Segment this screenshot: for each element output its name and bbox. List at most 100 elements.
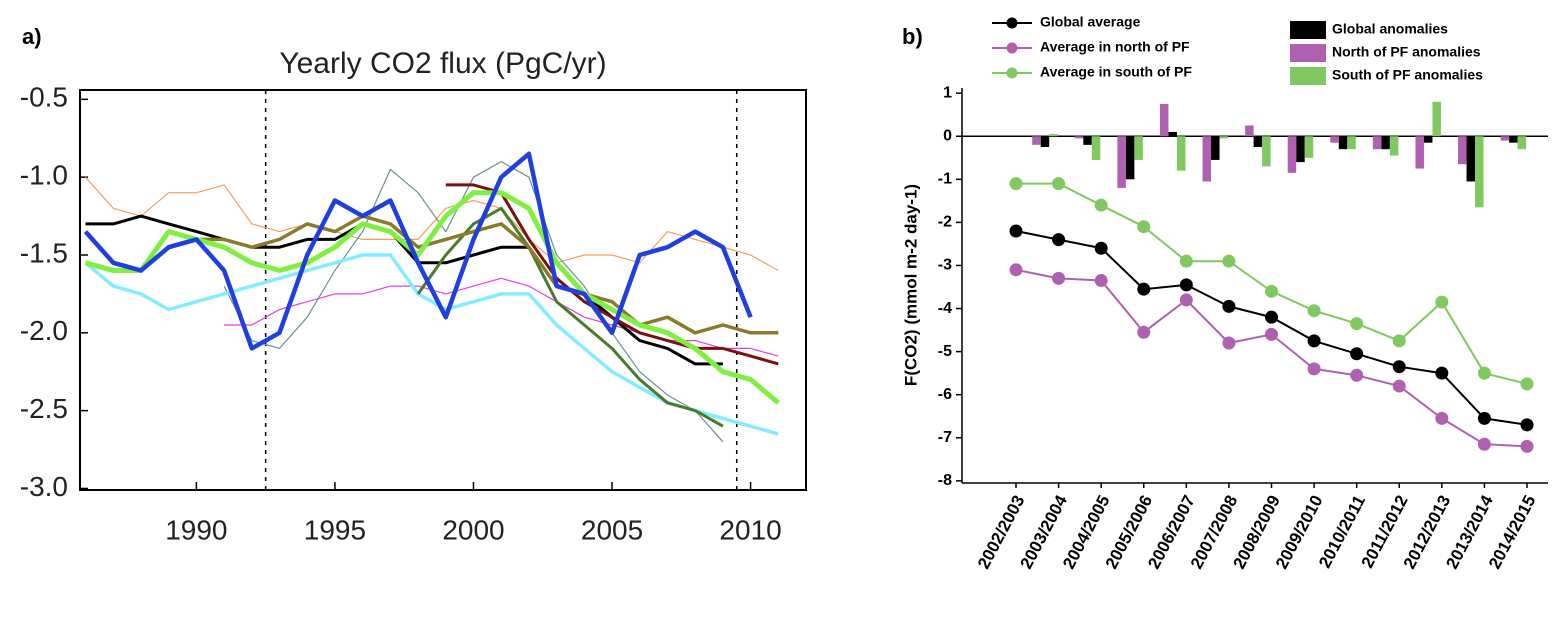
data-point (1435, 366, 1449, 380)
bar (1500, 136, 1510, 141)
data-point (1265, 284, 1278, 298)
data-point (1392, 334, 1406, 348)
bar (1125, 136, 1135, 180)
data-point (1052, 177, 1066, 191)
panel-label: b) (902, 24, 923, 49)
data-point (1520, 377, 1534, 391)
legend-label: South of PF anomalies (1332, 67, 1483, 83)
data-point (1009, 224, 1023, 238)
y-tick-label: -1.0 (20, 160, 68, 191)
bar (1287, 136, 1297, 173)
data-point (1179, 254, 1193, 268)
bar (1219, 136, 1229, 139)
bar (1347, 136, 1356, 150)
panel-label: a) (22, 24, 42, 49)
legend-label: North of PF anomalies (1332, 44, 1481, 60)
data-point (1094, 274, 1108, 288)
legend-label: Average in north of PF (1040, 39, 1190, 55)
data-line (85, 176, 779, 272)
y-tick-label: -8 (938, 472, 952, 489)
data-point (1477, 437, 1491, 451)
x-tick-label: 2010 (719, 514, 781, 545)
data-point (1094, 198, 1108, 212)
bar (1176, 136, 1186, 171)
y-tick-label: -1 (938, 171, 952, 188)
bar (1049, 134, 1058, 137)
chart-title: Yearly CO2 flux (PgC/yr) (279, 47, 606, 80)
y-tick-label: -1.5 (20, 237, 68, 268)
data-point (1392, 379, 1406, 393)
bar (1466, 136, 1476, 182)
plot-frame (79, 89, 807, 491)
data-point (1307, 362, 1321, 376)
legend-marker (1006, 17, 1018, 29)
data-point (1222, 336, 1236, 350)
data-line (223, 161, 724, 443)
data-point (1265, 327, 1278, 341)
y-tick-label: -3.0 (20, 471, 68, 502)
data-point (1392, 360, 1406, 374)
data-point (1137, 220, 1151, 234)
bar (1245, 125, 1254, 137)
bar (1211, 136, 1220, 160)
data-point (1307, 334, 1321, 348)
bar (1159, 103, 1169, 137)
bar (1083, 136, 1092, 145)
legend-swatch (1290, 67, 1326, 85)
bar (1509, 136, 1518, 143)
y-tick-label: -5 (938, 343, 952, 360)
bar (1381, 136, 1390, 150)
bar (1458, 136, 1467, 165)
bar (1423, 136, 1433, 143)
y-tick-label: -2.5 (20, 393, 68, 424)
data-point (1350, 347, 1364, 361)
legend-label: Global anomalies (1332, 21, 1448, 37)
data-point (1222, 254, 1236, 268)
bar (1432, 101, 1441, 137)
y-tick-label: -2 (938, 214, 952, 231)
bar (1517, 136, 1527, 150)
data-point (1009, 263, 1023, 277)
bar (1415, 136, 1424, 169)
data-point (1435, 295, 1449, 309)
y-tick-label: -0.5 (20, 82, 68, 113)
y-tick-label: 0 (943, 127, 952, 144)
legend-label: Average in south of PF (1040, 64, 1192, 80)
data-point (1179, 293, 1193, 307)
y-tick-label: -4 (938, 300, 952, 317)
data-point (1094, 241, 1108, 255)
bar (1032, 136, 1041, 145)
bar (1475, 136, 1484, 208)
y-tick-label: -2.0 (20, 315, 68, 346)
data-point (1350, 317, 1364, 331)
bar (1253, 136, 1263, 148)
data-point (1477, 411, 1491, 425)
bar (1040, 136, 1050, 148)
y-tick-label: 1 (943, 84, 952, 101)
data-point (1520, 439, 1534, 453)
y-axis-label: F(CO2) (mmol m-2 day-1) (901, 184, 920, 386)
data-line (416, 206, 724, 428)
x-tick-label: 1990 (165, 514, 227, 545)
legend-marker (1006, 42, 1018, 54)
legend-label: Global average (1040, 14, 1141, 30)
y-tick-label: -6 (938, 386, 952, 403)
data-point (1052, 271, 1066, 285)
data-point (1009, 177, 1023, 191)
legend-swatch (1290, 44, 1326, 62)
bar (1262, 136, 1271, 167)
data-point (1137, 282, 1151, 296)
x-tick-label: 2000 (442, 514, 504, 545)
bar (1372, 136, 1382, 150)
data-point (1222, 299, 1236, 313)
data-line (84, 190, 780, 405)
bar (1330, 136, 1339, 143)
data-point (1265, 310, 1278, 324)
data-line (1016, 182, 1528, 385)
data-point (1520, 418, 1534, 432)
data-point (1179, 278, 1193, 292)
data-point (1137, 325, 1151, 339)
bar (1117, 136, 1126, 188)
bar (1134, 136, 1143, 160)
